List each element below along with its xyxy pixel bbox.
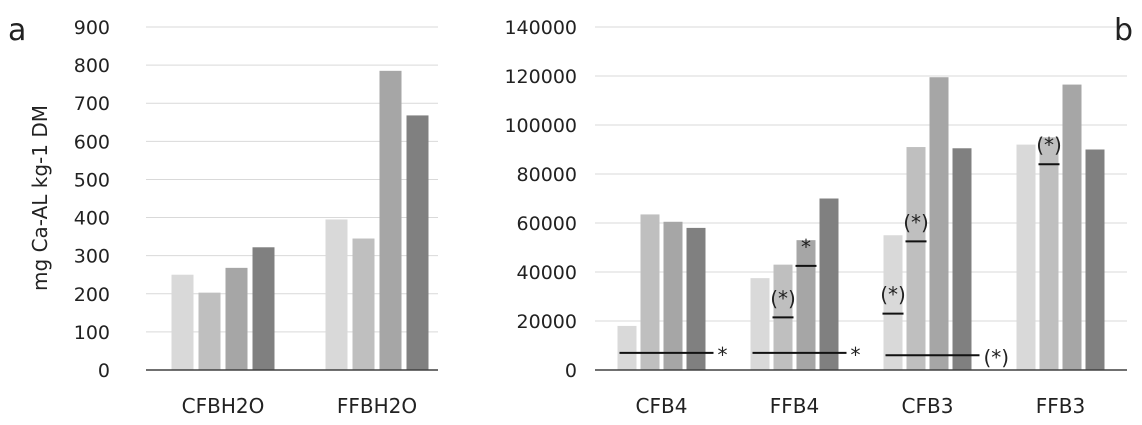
bar <box>352 238 375 370</box>
y-axis-title: mg Ca-AL kg-1 DM <box>28 105 52 291</box>
bar <box>198 292 221 370</box>
x-category-label: FFB4 <box>770 394 819 418</box>
y-tick-label: 700 <box>74 93 110 115</box>
y-tick-label: 80000 <box>517 164 577 186</box>
bar <box>906 147 926 370</box>
significance-label: * <box>851 343 861 367</box>
y-tick-label: 120000 <box>504 66 577 88</box>
bar <box>379 70 402 371</box>
y-tick-label: 40000 <box>517 262 577 284</box>
y-tick-label: 140000 <box>504 17 577 39</box>
bar <box>686 227 706 370</box>
bar <box>796 240 816 370</box>
bar <box>952 148 972 370</box>
panel-letter: a <box>8 13 26 48</box>
panel-letter: b <box>1114 13 1133 48</box>
x-category-label: CFB4 <box>636 394 688 418</box>
y-tick-label: 500 <box>74 169 110 191</box>
bar <box>325 219 348 370</box>
bar <box>252 247 275 370</box>
bar <box>225 267 248 370</box>
y-tick-label: 0 <box>565 360 577 382</box>
y-tick-label: 0 <box>98 360 110 382</box>
y-tick-label: 900 <box>74 17 110 39</box>
y-tick-label: 200 <box>74 284 110 306</box>
bar <box>883 235 903 370</box>
significance-label: (*) <box>984 345 1010 369</box>
significance-label: * <box>801 235 811 259</box>
bar <box>750 278 770 370</box>
bar <box>819 198 839 370</box>
x-category-label: CFB3 <box>902 394 954 418</box>
bar <box>1085 149 1105 370</box>
y-tick-label: 100000 <box>504 115 577 137</box>
x-category-label: CFBH2O <box>182 394 265 418</box>
bar <box>1062 84 1082 370</box>
y-tick-label: 800 <box>74 55 110 77</box>
significance-label: (*) <box>880 283 906 307</box>
bar <box>663 221 683 370</box>
significance-label: (*) <box>1036 133 1062 157</box>
x-category-label: FFBH2O <box>337 394 417 418</box>
significance-label: (*) <box>770 286 796 310</box>
bar <box>617 325 637 370</box>
bar <box>1039 137 1059 370</box>
bar <box>640 214 660 370</box>
chart-panel-a: 0 100 200 300 400 500 600 700 800 900 CFBH2O FFBH2O… <box>8 13 438 418</box>
bar <box>406 115 429 370</box>
y-tick-label: 400 <box>74 208 110 230</box>
significance-label: * <box>718 343 728 367</box>
significance-label: (*) <box>903 210 929 234</box>
x-category-label: FFB3 <box>1036 394 1085 418</box>
y-tick-label: 300 <box>74 246 110 268</box>
bar <box>171 274 194 370</box>
bar <box>929 77 949 370</box>
y-tick-label: 100 <box>74 322 110 344</box>
y-tick-label: 20000 <box>517 311 577 333</box>
bar <box>1016 144 1036 370</box>
chart-panel-b: 0 20000 40000 60000 80000 100000 120000 140000 C… <box>504 13 1133 418</box>
y-tick-label: 60000 <box>517 213 577 235</box>
y-tick-label: 600 <box>74 131 110 153</box>
